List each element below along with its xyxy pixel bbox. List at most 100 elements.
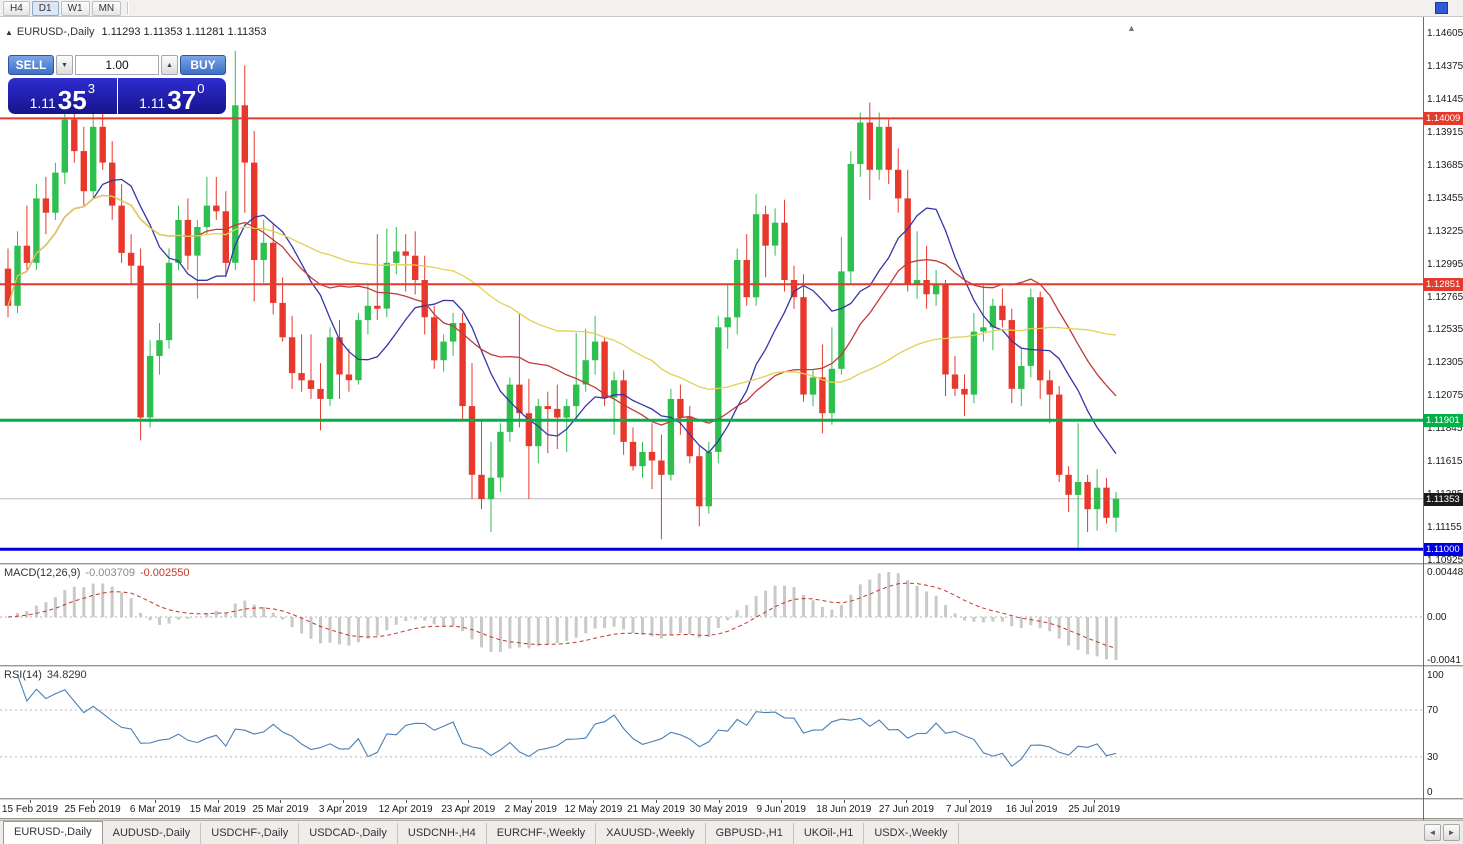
date-axis-tick: [593, 800, 595, 803]
macd-signal-line: [7, 582, 1117, 649]
chart-tab[interactable]: UKOil-,H1: [794, 823, 865, 844]
rsi-axis-tick: 30: [1427, 751, 1439, 763]
date-label: 25 Mar 2019: [252, 804, 309, 815]
chart-tab[interactable]: USDCNH-,H4: [398, 823, 487, 844]
timeframe-button-h4[interactable]: H4: [3, 0, 30, 16]
chart-symbol-period: EURUSD-,Daily: [16, 26, 95, 38]
date-label: 6 Mar 2019: [129, 804, 181, 815]
chart-title: ▲ EURUSD-,Daily 1.11293 1.11353 1.11281 1.…: [5, 26, 267, 38]
chart-tabs: EURUSD-,Daily AUDUSD-,Daily USDCHF-,Daily U…: [0, 821, 1463, 844]
panel-separator[interactable]: [0, 665, 1463, 667]
date-label: 15 Feb 2019: [1, 804, 59, 815]
timeframe-button-w1[interactable]: W1: [60, 0, 90, 16]
time-axis[interactable]: 15 Feb 2019 25 Feb 2019 6 Mar 2019 15 Mar 2…: [0, 800, 1463, 818]
price-level-badge[interactable]: 1.14009: [1424, 112, 1463, 126]
bid-big-figure: 1.11: [29, 94, 56, 111]
bid-pips: 35: [57, 84, 87, 115]
date-label: 7 Jul 2019: [945, 804, 993, 815]
chart-ohlc-values: 1.11293 1.11353 1.11281 1.11353: [101, 26, 267, 38]
date-axis-tick: [530, 800, 532, 803]
macd-histogram: [16, 572, 1118, 660]
timeframe-buttons: H4 D1 W1 MN: [2, 0, 122, 16]
date-label: 2 May 2019: [504, 804, 557, 815]
buy-button[interactable]: BUY: [180, 55, 226, 75]
macd-axis-tick: 0.00: [1427, 612, 1447, 623]
price-chart-panel[interactable]: ▲ EURUSD-,Daily 1.11293 1.11353 1.11281 1.…: [0, 17, 1463, 566]
price-axis-tick: 1.12765: [1427, 291, 1463, 303]
price-axis-tick: 1.13685: [1427, 159, 1463, 171]
chart-tab[interactable]: GBPUSD-,H1: [706, 823, 794, 844]
price-axis-tick: 1.13225: [1427, 225, 1463, 237]
macd-signal-value: -0.002550: [139, 567, 190, 579]
date-axis-tick: [468, 800, 470, 803]
macd-panel[interactable]: MACD(12,26,9) -0.003709 -0.002550 0.004484…: [0, 565, 1463, 666]
date-label: 25 Feb 2019: [64, 804, 121, 815]
date-axis-tick: [217, 800, 219, 803]
ma-line-medium: [7, 194, 1117, 426]
price-axis-tick: 1.12305: [1427, 357, 1463, 369]
date-axis-tick: [405, 800, 407, 803]
price-level-badge[interactable]: 1.11000: [1424, 543, 1463, 557]
tabs-scroll-right-button[interactable]: ►: [1443, 824, 1460, 841]
date-label: 15 Mar 2019: [189, 804, 246, 815]
rsi-label: RSI(14) 34.8290: [4, 669, 87, 681]
price-axis-tick: 1.12535: [1427, 324, 1463, 336]
date-axis-tick: [1094, 800, 1096, 803]
date-axis-tick: [781, 800, 783, 803]
date-axis-tick: [843, 800, 845, 803]
rsi-panel[interactable]: RSI(14) 34.8290 100 70 30 0: [0, 667, 1463, 798]
current-price-badge: 1.11353: [1424, 492, 1463, 506]
tabs-scroll-left-button[interactable]: ◄: [1424, 824, 1441, 841]
chart-window: ▲ EURUSD-,Daily 1.11293 1.11353 1.11281 1.…: [0, 17, 1463, 844]
date-axis-tick: [155, 800, 157, 803]
date-label: 25 Jul 2019: [1068, 804, 1121, 815]
timeframe-button-d1[interactable]: D1: [31, 0, 59, 16]
volume-increase-button[interactable]: ▲: [161, 55, 178, 75]
panel-separator[interactable]: [0, 563, 1463, 565]
chart-tab[interactable]: USDX-,Weekly: [864, 823, 959, 844]
date-axis-tick: [280, 800, 282, 803]
buy-price-box[interactable]: 1.11 37 0: [117, 78, 226, 114]
panel-separator: [0, 798, 1463, 800]
price-axis-tick: 1.11615: [1427, 456, 1463, 468]
timeframe-button-mn[interactable]: MN: [91, 0, 122, 16]
chart-tab[interactable]: AUDUSD-,Daily: [103, 823, 202, 844]
price-axis-border: [1423, 17, 1424, 820]
price-axis-tick: 1.11845: [1427, 423, 1463, 435]
date-label: 9 Jun 2019: [756, 804, 806, 815]
chart-tab[interactable]: USDCHF-,Daily: [201, 823, 300, 844]
rsi-chart: [0, 674, 1423, 767]
candlestick-chart[interactable]: [0, 17, 1423, 563]
macd-chart: [0, 572, 1423, 660]
price-level-badge[interactable]: 1.11901: [1424, 414, 1463, 428]
chart-tab[interactable]: USDCAD-,Daily: [299, 823, 398, 844]
price-axis-tick: 1.14145: [1427, 93, 1463, 105]
macd-main-value: -0.003709: [85, 567, 135, 579]
chart-tab[interactable]: EURCHF-,Weekly: [487, 823, 597, 844]
macd-label: MACD(12,26,9) -0.003709 -0.002550: [4, 567, 190, 579]
date-label: 30 May 2019: [689, 804, 748, 815]
date-axis-tick: [92, 800, 94, 803]
date-label: 21 May 2019: [627, 804, 685, 815]
macd-axis-tick: -0.0041: [1427, 655, 1461, 666]
price-axis-tick: 1.14375: [1427, 60, 1463, 72]
chart-shift-marker-icon: ▲: [1127, 23, 1136, 33]
price-level-badge[interactable]: 1.12851: [1424, 278, 1463, 292]
chart-tab[interactable]: EURUSD-,Daily: [3, 821, 103, 844]
date-axis-tick: [718, 800, 720, 803]
ask-fraction: 0: [197, 81, 205, 96]
window-control-icon[interactable]: [1435, 2, 1448, 14]
date-label: 23 Apr 2019: [441, 804, 496, 815]
one-click-toggle-icon[interactable]: ▲: [5, 28, 13, 37]
sell-price-box[interactable]: 1.11 35 3: [8, 78, 117, 114]
date-axis-tick: [906, 800, 908, 803]
volume-decrease-button[interactable]: ▼: [56, 55, 73, 75]
sell-button[interactable]: SELL: [8, 55, 54, 75]
macd-name: MACD(12,26,9): [4, 567, 81, 579]
date-axis-tick: [656, 800, 657, 803]
price-axis-tick: 1.10925: [1427, 555, 1463, 566]
price-axis-tick: 1.12995: [1427, 258, 1463, 270]
chart-tab[interactable]: XAUUSD-,Weekly: [596, 823, 706, 844]
volume-input[interactable]: 1.00: [75, 55, 159, 75]
